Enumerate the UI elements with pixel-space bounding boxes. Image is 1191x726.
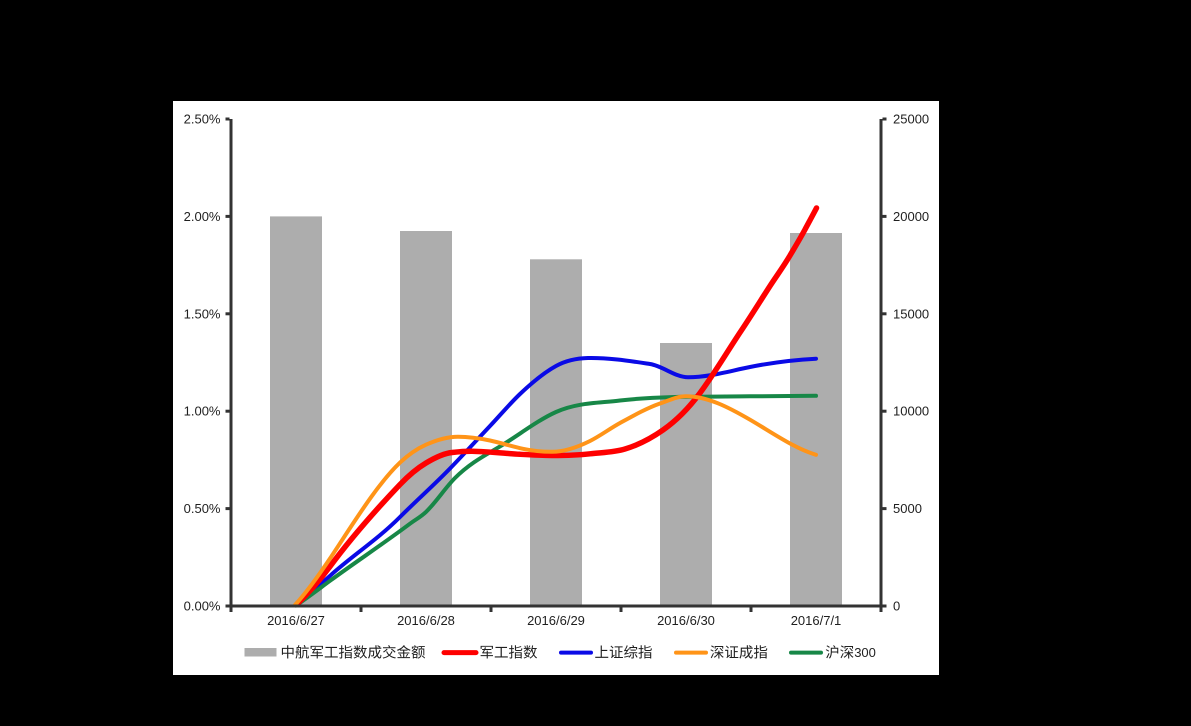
svg-text:10000: 10000 xyxy=(893,404,929,419)
svg-text:0.00%: 0.00% xyxy=(184,599,221,614)
svg-text:2016/6/27: 2016/6/27 xyxy=(267,613,325,628)
svg-text:2.50%: 2.50% xyxy=(184,112,221,127)
svg-text:2.00%: 2.00% xyxy=(184,209,221,224)
svg-text:1.50%: 1.50% xyxy=(184,306,221,321)
svg-text:2016/6/30: 2016/6/30 xyxy=(657,613,715,628)
svg-text:0: 0 xyxy=(893,599,900,614)
svg-text:2016/6/29: 2016/6/29 xyxy=(527,613,585,628)
svg-text:2016/7/1: 2016/7/1 xyxy=(791,613,842,628)
svg-text:2016/6/28: 2016/6/28 xyxy=(397,613,455,628)
svg-text:5000: 5000 xyxy=(893,501,922,516)
svg-text:25000: 25000 xyxy=(893,112,929,127)
svg-text:20000: 20000 xyxy=(893,209,929,224)
svg-text:300: 300 xyxy=(854,645,876,660)
svg-text:0.50%: 0.50% xyxy=(184,501,221,516)
svg-text:15000: 15000 xyxy=(893,306,929,321)
svg-text:1.00%: 1.00% xyxy=(184,404,221,419)
